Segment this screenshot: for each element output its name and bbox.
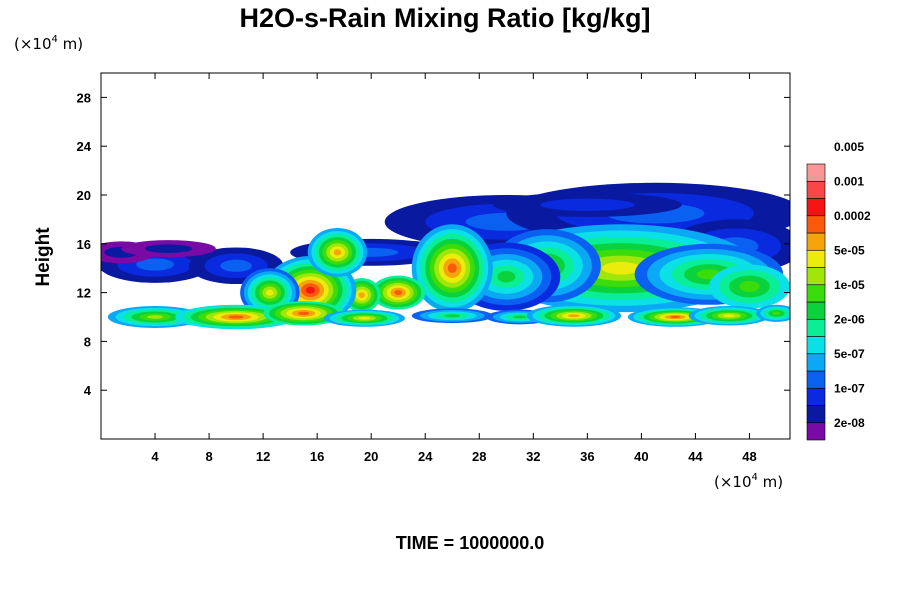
y-unit-label: (×104 m)	[14, 34, 83, 53]
x-tick-label-11: 48	[742, 449, 756, 464]
y-axis: 4 8 12 16 20 24 28	[77, 90, 790, 398]
colorbar-swatch-15	[806, 163, 826, 182]
colorbar-swatch-13	[806, 198, 826, 217]
y-tick-label-1: 8	[84, 334, 91, 349]
y-tick-label-3: 16	[77, 237, 91, 252]
colorbar-swatch-5	[806, 336, 826, 355]
y-tick-label-2: 12	[77, 286, 91, 301]
colorbar-swatch-10	[806, 249, 826, 268]
colorbar-label-6: 0.0002	[834, 209, 871, 223]
colorbar-swatch-7	[806, 301, 826, 320]
colorbar-swatch-14	[806, 180, 826, 199]
x-tick-label-2: 12	[256, 449, 270, 464]
colorbar-label-0: 2e-08	[834, 416, 865, 430]
x-tick-label-1: 8	[205, 449, 212, 464]
x-tick-label-3: 16	[310, 449, 324, 464]
x-tick-label-5: 24	[418, 449, 433, 464]
colorbar-swatch-9	[806, 267, 826, 286]
x-tick-label-10: 44	[688, 449, 703, 464]
colorbar-label-1: 1e-07	[834, 381, 865, 395]
x-tick-label-4: 20	[364, 449, 378, 464]
x-axis: 4 8 12 16 20 24 28 32 36 40 44 48	[151, 73, 757, 464]
colorbar-swatch-4	[806, 353, 826, 372]
time-label: TIME = 1000000.0	[396, 533, 545, 553]
x-tick-label-6: 28	[472, 449, 486, 464]
y-tick-label-6: 28	[77, 90, 91, 105]
colorbar-swatch-0	[806, 422, 826, 441]
y-axis-label: Height	[33, 227, 54, 287]
colorbar-swatch-12	[806, 215, 826, 234]
y-tick-label-4: 20	[77, 188, 91, 203]
x-tick-label-7: 32	[526, 449, 540, 464]
colorbar: 2e-08 1e-07 5e-07 2e-06 1e-05 5e-05 0.0002 0.00…	[806, 140, 871, 441]
colorbar-swatch-3	[806, 370, 826, 389]
colorbar-label-2: 5e-07	[834, 347, 865, 361]
field-contours	[101, 182, 790, 330]
colorbar-label-4: 1e-05	[834, 278, 865, 292]
colorbar-swatch-2	[806, 387, 826, 406]
colorbar-label-8: 0.005	[834, 140, 864, 154]
colorbar-swatch-8	[806, 284, 826, 303]
x-tick-label-0: 4	[151, 449, 159, 464]
colorbar-swatch-11	[806, 232, 826, 251]
x-tick-label-9: 40	[634, 449, 648, 464]
colorbar-swatch-6	[806, 318, 826, 337]
colorbar-label-7: 0.001	[834, 174, 864, 188]
plot-frame	[100, 72, 791, 440]
x-unit-label: (×104 m)	[714, 472, 783, 491]
plot-area	[101, 182, 790, 330]
y-tick-label-0: 4	[84, 383, 92, 398]
colorbar-swatch-1	[806, 405, 826, 424]
y-tick-label-5: 24	[77, 139, 92, 154]
colorbar-label-3: 2e-06	[834, 312, 865, 326]
x-tick-label-8: 36	[580, 449, 594, 464]
chart-title: H2O-s-Rain Mixing Ratio [kg/kg]	[239, 3, 650, 33]
colorbar-label-5: 5e-05	[834, 243, 865, 257]
